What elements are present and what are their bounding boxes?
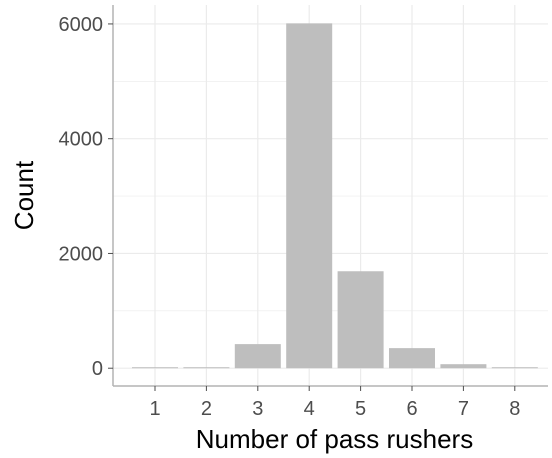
y-axis-title: Count — [9, 160, 39, 230]
y-tick-label: 0 — [92, 358, 103, 380]
x-tick-label: 5 — [355, 398, 366, 420]
bar — [234, 344, 281, 369]
x-tick-label: 3 — [252, 398, 263, 420]
bars — [132, 23, 538, 369]
x-axis-title: Number of pass rushers — [196, 424, 473, 454]
bar — [286, 23, 333, 369]
bar — [440, 364, 487, 369]
x-tick-label: 8 — [509, 398, 520, 420]
bar — [337, 271, 384, 369]
axes — [112, 5, 548, 387]
y-tick-labels: 0 2000 4000 6000 — [59, 14, 113, 380]
x-tick-label: 7 — [458, 398, 469, 420]
x-tick-label: 4 — [304, 398, 315, 420]
y-tick-label: 6000 — [59, 14, 104, 36]
x-tick-label: 2 — [201, 398, 212, 420]
bar — [491, 367, 538, 369]
y-tick-label: 4000 — [59, 129, 104, 151]
bar — [183, 367, 230, 369]
x-tick-labels: 1 2 3 4 5 6 7 8 — [149, 386, 520, 420]
x-tick-label: 6 — [406, 398, 417, 420]
y-tick-label: 2000 — [59, 243, 104, 265]
bar — [132, 367, 178, 369]
x-tick-label: 1 — [149, 398, 160, 420]
bar — [389, 348, 435, 369]
